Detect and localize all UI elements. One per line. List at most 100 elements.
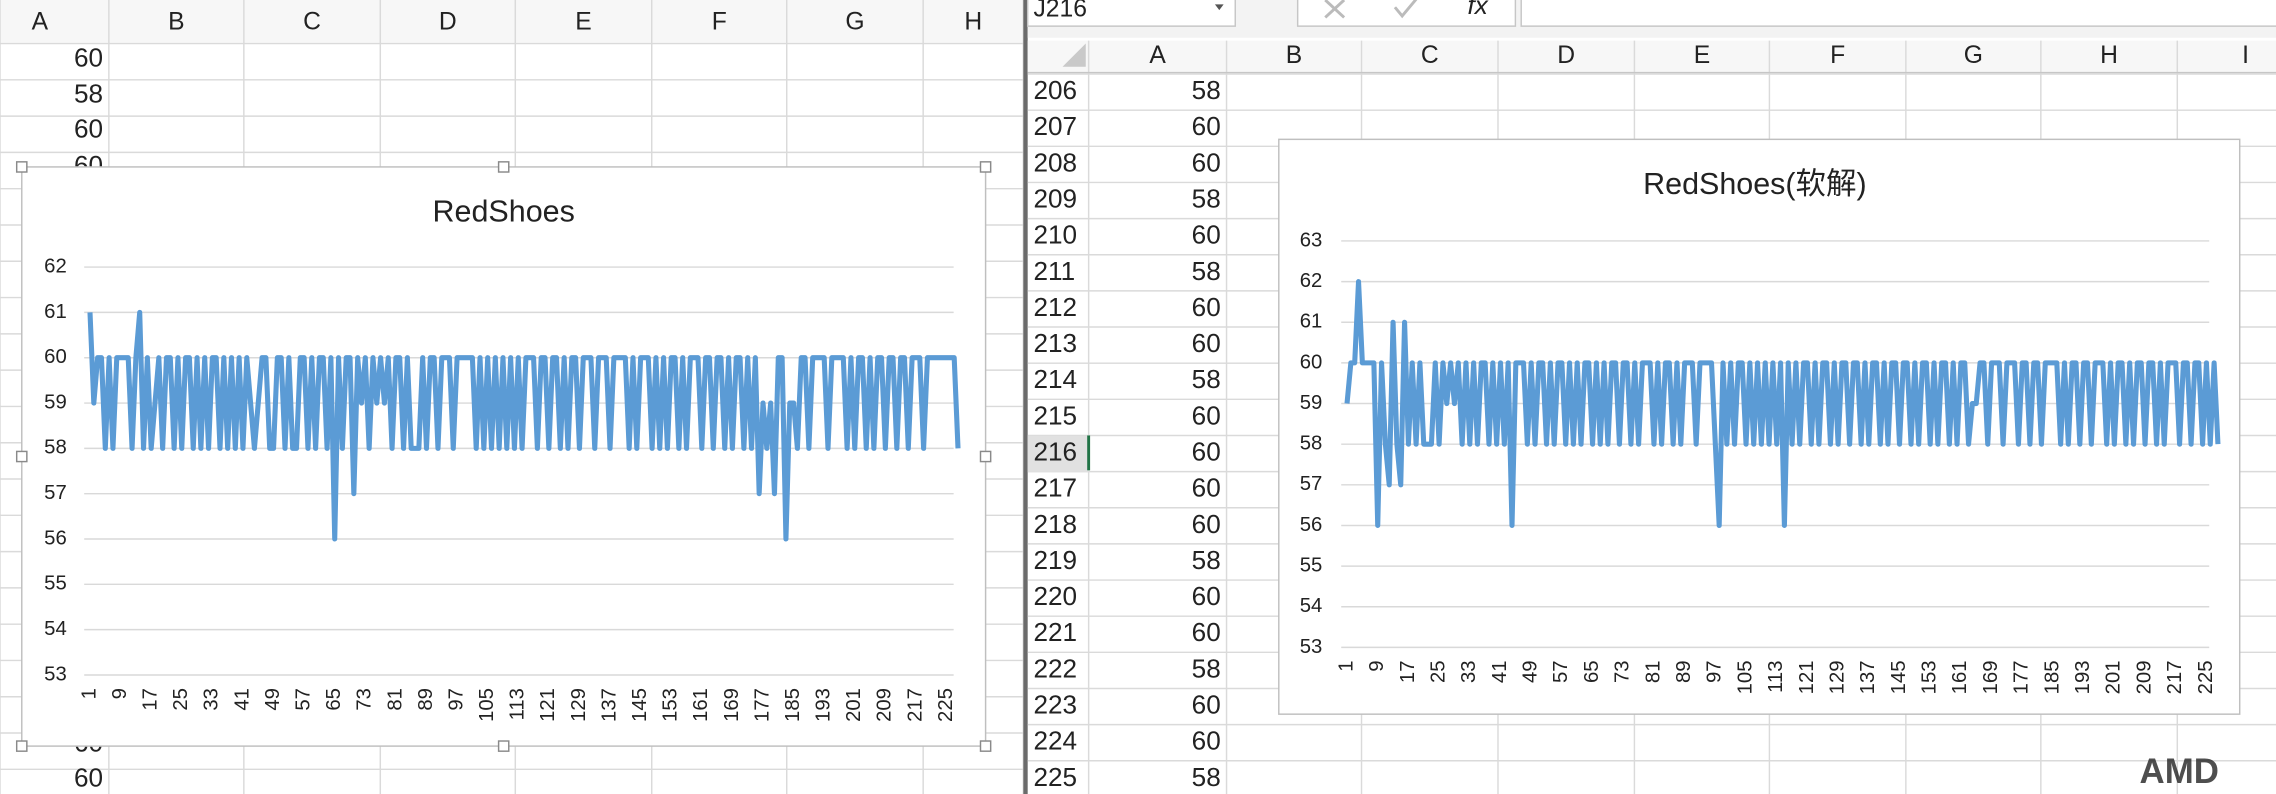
cell[interactable]: 60 <box>1192 328 1221 358</box>
x-tick-label: 161 <box>690 688 712 722</box>
cell[interactable]: 60 <box>1192 690 1221 720</box>
row-number[interactable]: 225 <box>1033 762 1077 792</box>
resize-handle[interactable] <box>979 161 992 173</box>
cancel-icon[interactable] <box>1324 0 1346 19</box>
column-header[interactable]: F <box>712 9 727 36</box>
y-tick-label: 54 <box>1300 595 1323 617</box>
cell[interactable]: 60 <box>1192 220 1221 250</box>
cell[interactable]: 60 <box>1192 147 1221 177</box>
x-tick-label: 49 <box>262 688 284 711</box>
resize-handle[interactable] <box>15 161 28 173</box>
cell[interactable]: 60 <box>74 42 103 72</box>
column-header[interactable]: E <box>575 9 591 36</box>
cell[interactable]: 58 <box>1192 75 1221 105</box>
pane-divider <box>1023 0 1028 794</box>
x-tick-label: 153 <box>1919 660 1941 694</box>
row-number[interactable]: 216 <box>1033 437 1077 467</box>
row-number[interactable]: 208 <box>1033 147 1077 177</box>
cell[interactable]: 60 <box>1192 400 1221 430</box>
cell[interactable]: 58 <box>74 79 103 109</box>
cell[interactable]: 58 <box>1192 364 1221 394</box>
x-tick-label: 105 <box>1734 660 1756 694</box>
enter-icon[interactable] <box>1393 0 1418 19</box>
x-tick-label: 129 <box>568 688 590 722</box>
chart-box[interactable] <box>21 166 987 747</box>
cell[interactable]: 60 <box>1192 617 1221 647</box>
data-line <box>87 309 961 542</box>
y-tick-label: 55 <box>44 573 67 595</box>
column-header[interactable]: C <box>303 9 321 36</box>
column-header[interactable]: B <box>1286 42 1302 69</box>
watermark: AMD <box>2140 752 2219 791</box>
cell[interactable]: 60 <box>1192 111 1221 141</box>
row-number[interactable]: 210 <box>1033 220 1077 250</box>
row-number[interactable]: 214 <box>1033 364 1077 394</box>
row-number[interactable]: 211 <box>1033 256 1075 286</box>
cell[interactable]: 60 <box>1192 581 1221 611</box>
column-header[interactable]: D <box>439 9 457 36</box>
x-tick-label: 49 <box>1520 660 1542 683</box>
x-tick-label: 33 <box>201 688 223 711</box>
column-header[interactable]: B <box>168 9 184 36</box>
cell[interactable]: 60 <box>74 762 103 792</box>
cell[interactable]: 60 <box>1192 726 1221 756</box>
column-header[interactable]: G <box>1964 42 1983 69</box>
y-tick-label: 56 <box>44 527 67 549</box>
cell[interactable]: 60 <box>1192 292 1221 322</box>
chart-title: RedShoes(软解) <box>1643 167 1867 201</box>
column-header[interactable]: H <box>2100 42 2118 69</box>
column-header[interactable]: F <box>1830 42 1845 69</box>
formula-bar[interactable] <box>1520 0 2276 27</box>
row-number[interactable]: 219 <box>1033 545 1077 575</box>
resize-handle[interactable] <box>15 450 28 463</box>
name-box[interactable] <box>1026 0 1236 27</box>
x-tick-label: 113 <box>507 688 529 720</box>
column-header[interactable]: G <box>845 9 864 36</box>
x-tick-label: 97 <box>1704 660 1726 683</box>
x-tick-label: 33 <box>1458 660 1480 683</box>
cell[interactable]: 58 <box>1192 653 1221 683</box>
resize-handle[interactable] <box>15 740 28 752</box>
column-header[interactable]: H <box>964 9 982 36</box>
cell[interactable]: 60 <box>1192 473 1221 503</box>
column-header[interactable]: I <box>2242 42 2249 69</box>
row-number[interactable]: 218 <box>1033 509 1077 539</box>
row-number[interactable]: 215 <box>1033 400 1077 430</box>
row-number[interactable]: 207 <box>1033 111 1077 141</box>
x-tick-label: 17 <box>1397 660 1419 683</box>
cell[interactable]: 60 <box>1192 509 1221 539</box>
row-number[interactable]: 206 <box>1033 75 1077 105</box>
x-tick-label: 81 <box>384 688 406 711</box>
x-tick-label: 73 <box>354 688 376 711</box>
resize-handle[interactable] <box>979 450 992 463</box>
fx-icon[interactable]: fx <box>1468 0 1489 20</box>
column-header[interactable]: D <box>1557 42 1575 69</box>
resize-handle[interactable] <box>497 161 510 173</box>
column-header[interactable]: C <box>1421 42 1439 69</box>
x-tick-label: 89 <box>415 688 437 711</box>
row-number[interactable]: 223 <box>1033 690 1077 720</box>
resize-handle[interactable] <box>979 740 992 752</box>
column-header[interactable]: A <box>32 9 49 36</box>
row-number[interactable]: 224 <box>1033 726 1077 756</box>
resize-handle[interactable] <box>497 740 510 752</box>
row-number[interactable]: 212 <box>1033 292 1077 322</box>
name-box-text[interactable]: J216 <box>1033 0 1086 23</box>
cell[interactable]: 58 <box>1192 762 1221 792</box>
cell[interactable]: 60 <box>1192 437 1221 467</box>
column-header[interactable]: E <box>1694 42 1710 69</box>
data-line <box>1344 279 2221 529</box>
row-number[interactable]: 222 <box>1033 653 1077 683</box>
row-number[interactable]: 217 <box>1033 473 1077 503</box>
row-number[interactable]: 209 <box>1033 184 1077 214</box>
cell[interactable]: 58 <box>1192 256 1221 286</box>
cell[interactable]: 60 <box>74 114 103 144</box>
x-tick-label: 57 <box>1550 660 1572 683</box>
row-number[interactable]: 221 <box>1033 617 1077 647</box>
cell[interactable]: 58 <box>1192 184 1221 214</box>
name-box-arrow[interactable] <box>1214 4 1224 11</box>
row-number[interactable]: 213 <box>1033 328 1077 358</box>
column-header[interactable]: A <box>1149 42 1166 69</box>
row-number[interactable]: 220 <box>1033 581 1077 611</box>
cell[interactable]: 58 <box>1192 545 1221 575</box>
